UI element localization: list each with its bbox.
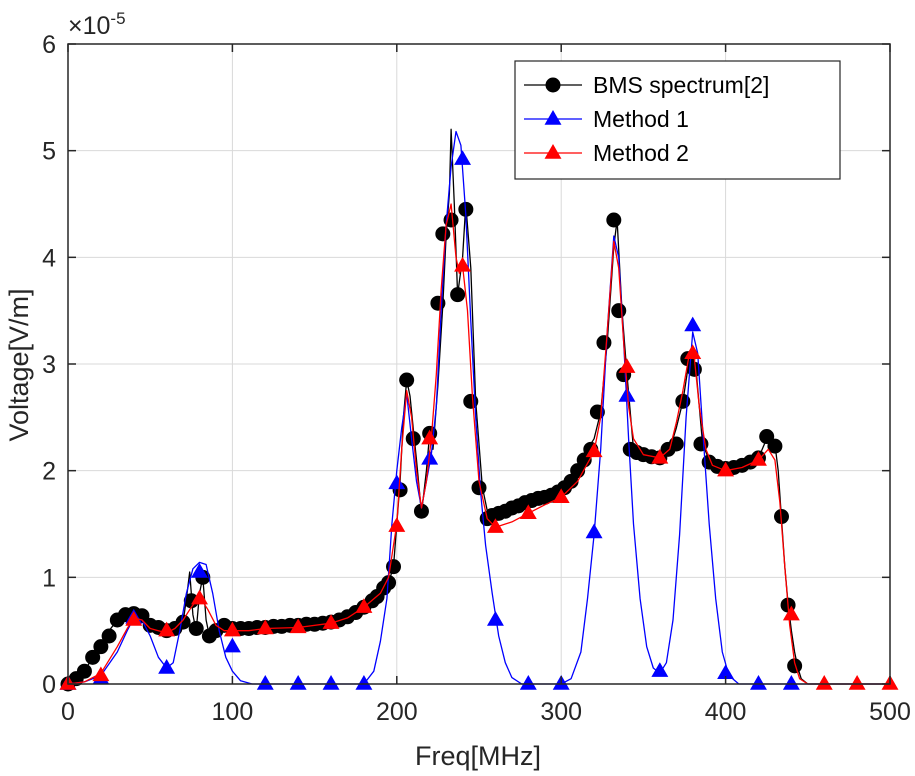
y-axis-label: Voltage[V/m]	[4, 288, 34, 441]
data-point	[585, 523, 603, 539]
data-point	[101, 628, 117, 644]
data-point	[188, 621, 204, 637]
legend-entry-1: BMS spectrum[2]	[524, 72, 769, 98]
data-point	[93, 639, 109, 655]
data-point	[618, 386, 636, 402]
data-point	[767, 438, 783, 454]
data-point	[848, 674, 866, 690]
data-point	[750, 674, 767, 690]
data-point	[125, 610, 143, 626]
series-1	[60, 128, 890, 692]
x-tick-label: 0	[61, 698, 75, 726]
legend-marker	[545, 77, 561, 93]
legend: BMS spectrum[2] Method 1 Method 2	[514, 60, 841, 180]
data-point	[759, 429, 775, 445]
data-point	[519, 504, 537, 520]
plot-area	[59, 128, 899, 692]
data-point	[606, 212, 622, 228]
x-tick-label: 400	[705, 698, 747, 726]
data-point	[585, 442, 603, 458]
legend-box	[514, 60, 841, 180]
data-point	[611, 303, 627, 319]
data-point	[158, 621, 176, 637]
data-point	[85, 649, 101, 665]
x-tick-label: 500	[869, 698, 911, 726]
data-point	[782, 674, 800, 690]
data-point	[651, 448, 669, 464]
data-point	[322, 674, 340, 690]
data-point	[92, 666, 110, 682]
data-point	[355, 598, 373, 613]
legend-marker	[544, 143, 562, 159]
y-tick-label: 5	[42, 138, 56, 166]
data-point	[223, 637, 241, 653]
data-point	[519, 674, 537, 690]
x-tick-label: 200	[376, 698, 418, 726]
y-tick-label: 4	[42, 244, 56, 272]
legend-label: BMS spectrum[2]	[593, 72, 769, 98]
data-point	[289, 674, 307, 690]
data-point	[191, 562, 208, 578]
data-point	[486, 610, 504, 626]
data-point	[76, 663, 92, 679]
data-point	[256, 619, 274, 635]
legend-label: Method 1	[593, 106, 689, 132]
data-point	[684, 344, 702, 360]
data-point	[552, 488, 570, 504]
data-point	[596, 335, 612, 351]
data-point	[668, 436, 684, 452]
data-point	[618, 358, 636, 373]
legend-entry-3: Method 2	[524, 140, 689, 166]
data-point	[651, 662, 669, 677]
data-point	[450, 287, 466, 303]
data-point	[430, 295, 446, 311]
data-point	[454, 150, 472, 165]
y-exponent-label: ×10-5	[68, 9, 126, 40]
series-3	[59, 203, 899, 690]
data-point	[782, 605, 800, 621]
series-2	[59, 130, 890, 690]
data-point	[158, 658, 176, 674]
axis-ticks: 0 100 200 300 400 500 0 1 2 3 4 5 6	[42, 31, 911, 726]
data-point	[684, 316, 702, 332]
data-point	[388, 517, 406, 532]
data-point	[435, 226, 451, 242]
x-tick-label: 300	[540, 698, 582, 726]
data-point	[191, 589, 208, 605]
legend-label: Method 2	[593, 140, 689, 166]
data-point	[454, 256, 472, 272]
y-tick-label: 2	[42, 458, 56, 486]
data-point	[223, 621, 241, 637]
data-point	[256, 674, 274, 690]
data-point	[399, 372, 415, 388]
data-point	[355, 674, 373, 690]
y-tick-label: 1	[42, 564, 56, 592]
data-point	[717, 461, 735, 477]
data-point	[289, 618, 307, 634]
legend-marker	[544, 109, 562, 125]
data-point	[388, 474, 406, 490]
y-tick-label: 6	[42, 31, 56, 59]
data-point	[175, 614, 191, 630]
data-point	[322, 614, 340, 629]
data-point	[486, 518, 504, 533]
data-point	[750, 450, 767, 466]
x-axis-label: Freq[MHz]	[415, 741, 541, 771]
y-tick-label: 3	[42, 351, 56, 379]
y-tick-label: 0	[42, 671, 56, 699]
x-tick-label: 100	[212, 698, 254, 726]
legend-entry-2: Method 1	[524, 106, 689, 132]
data-point	[421, 429, 439, 445]
data-point	[815, 674, 833, 690]
